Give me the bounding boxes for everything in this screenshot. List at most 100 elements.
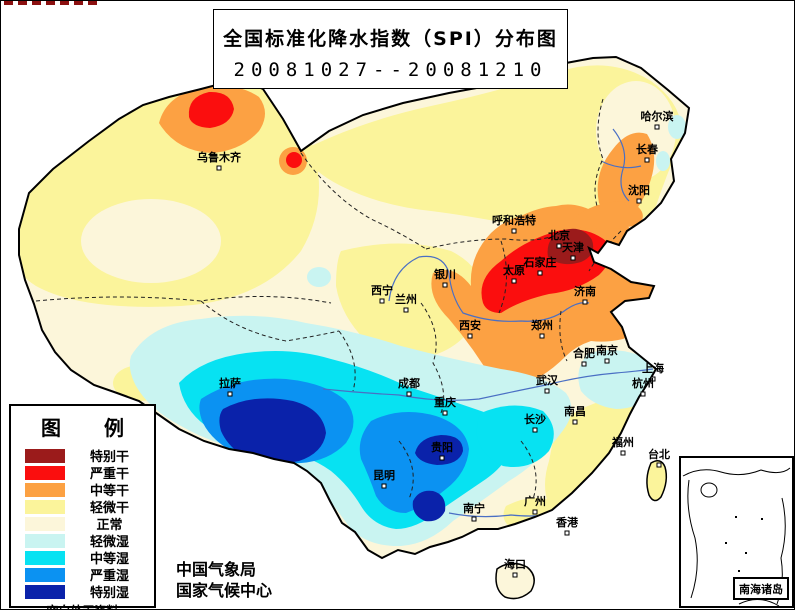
city-marker xyxy=(570,255,576,261)
city-marker xyxy=(512,572,518,578)
inset-label-box: 南海诸岛 xyxy=(733,577,789,600)
city-label: 兰州 xyxy=(395,292,417,306)
city-marker xyxy=(216,165,222,171)
city-marker xyxy=(467,333,473,339)
city-label: 长沙 xyxy=(524,412,546,426)
clipped-top-text xyxy=(4,1,100,5)
city-marker xyxy=(381,483,387,489)
legend-item-label: 中等干 xyxy=(89,484,129,499)
legend-item: 正常 xyxy=(11,515,154,533)
city-marker xyxy=(537,270,543,276)
city-label: 乌鲁木齐 xyxy=(197,150,242,164)
city-label: 石家庄 xyxy=(523,255,557,269)
taiwan-island xyxy=(646,460,668,502)
city-marker xyxy=(644,157,650,163)
city-marker xyxy=(620,450,626,456)
songhua-river xyxy=(600,128,642,202)
city-marker xyxy=(442,282,448,288)
city-label: 广州 xyxy=(524,494,546,508)
city-label: 南昌 xyxy=(564,404,586,418)
city-marker xyxy=(544,388,550,394)
legend-items: 特别干 严重干 中等干 轻微干 正常 轻微湿 中等湿 严重湿 特别湿 xyxy=(11,447,154,601)
city-label: 哈尔滨 xyxy=(641,109,674,123)
city-marker xyxy=(403,307,409,313)
agency-credit: 中国气象局 国家气候中心 xyxy=(176,559,272,601)
legend-title: 图 例 xyxy=(41,416,142,440)
city-marker xyxy=(439,455,445,461)
map-title: 全国标准化降水指数（SPI）分布图 xyxy=(223,28,558,50)
legend-item: 中等湿 xyxy=(11,549,154,567)
city-label: 重庆 xyxy=(434,395,456,409)
city-marker xyxy=(564,530,570,536)
legend-item: 中等干 xyxy=(11,481,154,499)
legend-color-swatch xyxy=(25,482,65,497)
city-marker xyxy=(471,516,477,522)
legend-color-swatch xyxy=(25,465,65,480)
legend-item-label: 严重湿 xyxy=(89,569,129,584)
city-label: 太原 xyxy=(502,263,525,277)
city-label: 海口 xyxy=(504,557,526,571)
city-marker xyxy=(379,298,385,304)
city-label: 台北 xyxy=(648,447,670,461)
city-marker xyxy=(532,509,538,515)
china-border-outline xyxy=(18,55,691,560)
city-marker xyxy=(406,391,412,397)
city-label: 天津 xyxy=(562,240,584,254)
city-label: 成都 xyxy=(398,376,420,390)
city-marker xyxy=(650,376,656,382)
city-label: 福州 xyxy=(611,435,634,449)
map-title-box: 全国标准化降水指数（SPI）分布图 20081027--20081210 xyxy=(213,9,568,89)
city-label: 贵阳 xyxy=(431,440,453,454)
city-label: 上海 xyxy=(642,361,664,375)
city-label: 拉萨 xyxy=(219,376,241,390)
agency-line1: 中国气象局 xyxy=(176,560,257,579)
legend-item: 严重湿 xyxy=(11,566,154,584)
city-label: 杭州 xyxy=(632,376,654,390)
city-label: 郑州 xyxy=(531,318,553,332)
city-label: 武汉 xyxy=(536,373,559,387)
legend-item-label: 严重干 xyxy=(89,467,129,482)
legend-item: 特别干 xyxy=(11,447,154,465)
city-label: 呼和浩特 xyxy=(492,213,536,227)
legend-color-swatch xyxy=(25,499,65,514)
city-marker xyxy=(654,124,660,130)
city-label: 昆明 xyxy=(373,469,395,482)
legend-item-label: 轻微湿 xyxy=(89,535,129,550)
south-china-sea-inset: 南海诸岛 xyxy=(679,456,794,608)
legend-item: 严重干 xyxy=(11,464,154,482)
legend-item-label: 正常 xyxy=(96,518,123,533)
city-label: 沈阳 xyxy=(628,183,650,197)
legend-item-label: 轻微干 xyxy=(89,501,129,516)
city-marker xyxy=(511,278,517,284)
hainan-island xyxy=(495,562,535,600)
city-label: 西宁 xyxy=(371,283,393,297)
city-label: 南宁 xyxy=(463,501,485,515)
city-marker xyxy=(656,462,662,468)
legend-footnote: 空白处无资料 xyxy=(11,602,154,609)
legend-color-swatch xyxy=(25,448,65,463)
city-label: 北京 xyxy=(548,228,570,242)
city-marker xyxy=(636,198,642,204)
yangtze-river xyxy=(322,368,654,401)
city-label: 南京 xyxy=(596,343,618,357)
city-label: 西安 xyxy=(459,318,481,332)
city-label: 银川 xyxy=(434,267,456,281)
city-label: 合肥 xyxy=(573,346,595,360)
city-marker xyxy=(532,427,538,433)
city-marker xyxy=(227,391,233,397)
city-marker xyxy=(442,410,448,416)
agency-line2: 国家气候中心 xyxy=(176,581,273,600)
legend-color-swatch xyxy=(25,584,65,599)
city-marker xyxy=(572,419,578,425)
city-marker xyxy=(556,243,562,249)
legend-item: 轻微干 xyxy=(11,498,154,516)
legend-item-label: 中等湿 xyxy=(89,552,129,567)
city-marker xyxy=(511,228,517,234)
city-label: 济南 xyxy=(574,284,596,298)
yellow-river xyxy=(388,255,590,322)
city-marker xyxy=(581,361,587,367)
legend-item-label: 特别干 xyxy=(89,450,129,465)
